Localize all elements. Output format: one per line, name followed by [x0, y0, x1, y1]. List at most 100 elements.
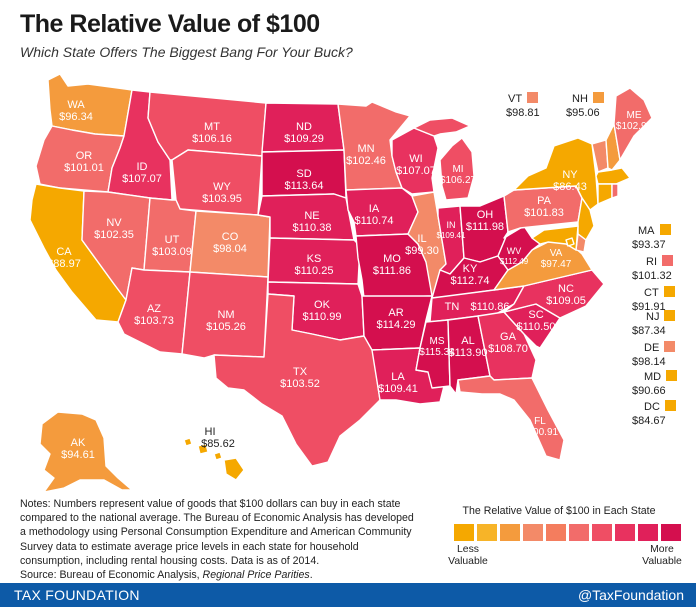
- state-DC[interactable]: [565, 237, 575, 247]
- state-TX[interactable]: [213, 293, 381, 467]
- label-OR-abbr: OR: [76, 150, 93, 162]
- label-UT-value: $103.09: [152, 246, 192, 258]
- svg-text:SD$113.64: SD $113.64: [285, 168, 324, 192]
- svg-text:OK$110.99: OK $110.99: [303, 299, 342, 323]
- svg-text:KY$112.74: KY $112.74: [451, 263, 490, 287]
- state-ME[interactable]: [613, 87, 653, 161]
- state-RI[interactable]: [611, 183, 619, 199]
- state-WA[interactable]: [47, 73, 133, 137]
- label-IN-abbr: IN: [447, 220, 456, 230]
- svg-text:NE$110.38: NE $110.38: [293, 210, 332, 234]
- label-WI-abbr: WI: [409, 153, 422, 165]
- label-AK-abbr: AK: [71, 437, 86, 449]
- label-ND-value: $109.29: [284, 133, 324, 145]
- state-HI-1[interactable]: [183, 437, 193, 447]
- label-WI-value: $107.07: [396, 165, 436, 177]
- label-NV-abbr: NV: [106, 217, 122, 229]
- label-MI-abbr: MI: [452, 164, 463, 175]
- state-AK[interactable]: [39, 411, 133, 493]
- callout-NJ-swatch: [664, 310, 676, 321]
- svg-text:SC$110.50: SC $110.50: [517, 309, 556, 333]
- state-MN[interactable]: [337, 101, 411, 191]
- legend-swatch: [477, 524, 497, 541]
- callout-CT-swatch: [663, 286, 675, 297]
- label-ME-abbr: ME: [627, 110, 642, 121]
- state-FL[interactable]: [457, 375, 565, 461]
- svg-text:ME$102.99: ME $102.99: [616, 110, 653, 132]
- legend-swatch: [500, 524, 520, 541]
- svg-text:WA$96.34: WA $96.34: [59, 99, 93, 123]
- label-MI-value: $106.27: [440, 175, 477, 186]
- callout-MA-value: $93.37: [632, 239, 666, 251]
- callout-VT-swatch: [527, 92, 539, 103]
- label-SC-abbr: SC: [528, 309, 543, 321]
- label-IA-value: $110.74: [355, 215, 394, 227]
- source-suffix: .: [309, 569, 313, 582]
- label-VA-value: $97.47: [541, 259, 572, 270]
- label-OK-value: $110.99: [303, 311, 342, 323]
- svg-text:AL$113.90: AL $113.90: [449, 335, 488, 359]
- legend-high-label: More Valuable: [642, 544, 682, 567]
- label-AK-value: $94.61: [61, 449, 95, 461]
- label-IA-abbr: IA: [369, 203, 380, 215]
- state-HI-4[interactable]: [223, 457, 245, 481]
- legend-title: The Relative Value of $100 in Each State: [462, 505, 656, 517]
- label-WA-abbr: WA: [67, 99, 85, 111]
- callout-DE: DE $98.14: [632, 341, 676, 369]
- footer-brand: TAX FOUNDATION: [14, 587, 140, 603]
- callout-RI-value: $101.32: [632, 270, 672, 282]
- callout-RI-abbr: RI: [646, 256, 657, 268]
- callout-DC: DC $84.67: [632, 400, 676, 428]
- callout-NH: NH $95.06: [566, 92, 604, 120]
- svg-text:ND$109.29: ND $109.29: [284, 121, 324, 145]
- label-NC-abbr: NC: [558, 283, 574, 295]
- label-SD-abbr: SD: [296, 168, 311, 180]
- label-KY-abbr: KY: [463, 263, 478, 275]
- notes-text: Notes: Numbers represent value of goods …: [20, 498, 414, 567]
- source-line: Source: Bureau of Economic Analysis, Reg…: [20, 569, 313, 581]
- svg-text:HI$85.62: HI $85.62: [201, 426, 235, 450]
- state-NH[interactable]: [605, 123, 621, 171]
- label-MO-abbr: MO: [383, 253, 401, 265]
- label-TX-abbr: TX: [293, 366, 308, 378]
- state-MD[interactable]: [531, 225, 579, 251]
- callout-MD: MD $90.66: [632, 370, 678, 398]
- legend-low-label: Less Valuable: [448, 544, 488, 567]
- svg-text:MN$102.46: MN $102.46: [346, 143, 386, 167]
- callout-CT-value: $91.91: [632, 301, 666, 313]
- label-ID-abbr: ID: [137, 161, 148, 173]
- label-CO-abbr: CO: [222, 231, 239, 243]
- state-NC[interactable]: [503, 269, 605, 319]
- state-HI-3[interactable]: [213, 451, 223, 461]
- state-CT[interactable]: [597, 183, 613, 205]
- svg-text:WI$107.07: WI $107.07: [396, 153, 436, 177]
- callout-DC-swatch: [664, 400, 676, 411]
- label-WY-abbr: WY: [213, 181, 231, 193]
- label-MN-abbr: MN: [357, 143, 374, 155]
- label-AZ-value: $103.73: [134, 315, 174, 327]
- label-GA-abbr: GA: [500, 331, 517, 343]
- state-NY[interactable]: [513, 137, 599, 211]
- label-KS-value: $110.25: [295, 265, 334, 277]
- callout-DE-value: $98.14: [632, 356, 666, 368]
- state-MI[interactable]: [439, 137, 475, 201]
- state-HI-2[interactable]: [197, 443, 209, 455]
- label-TN-value: $110.86: [471, 301, 510, 313]
- label-TN-abbr: TN: [445, 301, 460, 313]
- callout-VT-abbr: VT: [508, 93, 523, 105]
- label-AR-abbr: AR: [388, 307, 403, 319]
- state-MI-upper[interactable]: [413, 117, 471, 137]
- label-AZ-abbr: AZ: [147, 303, 161, 315]
- label-WA-value: $96.34: [59, 111, 93, 123]
- callout-CT-abbr: CT: [644, 287, 659, 299]
- state-IA[interactable]: [345, 187, 419, 237]
- label-NE-abbr: NE: [304, 210, 319, 222]
- legend-swatch: [546, 524, 566, 541]
- source-title: Regional Price Parities: [202, 569, 310, 582]
- label-OH-abbr: OH: [477, 209, 494, 221]
- svg-text:OR$101.01: OR $101.01: [64, 150, 104, 174]
- footer-handle[interactable]: @TaxFoundation: [577, 587, 684, 603]
- state-WV[interactable]: [497, 225, 541, 271]
- label-TX-value: $103.52: [280, 378, 320, 390]
- label-MO-value: $111.86: [373, 265, 411, 277]
